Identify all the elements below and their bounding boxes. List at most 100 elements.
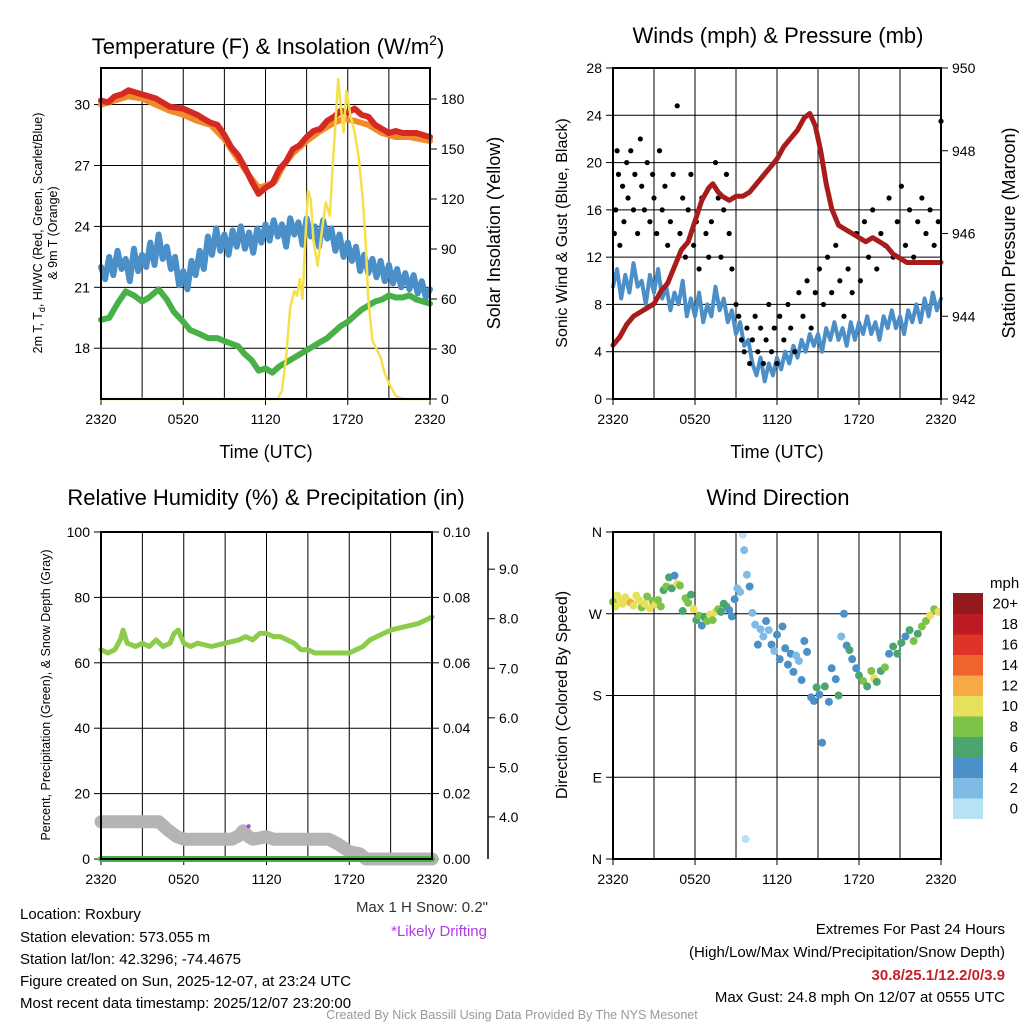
wind-direction-point [629, 601, 638, 610]
wind-direction-point [675, 581, 684, 590]
legend-swatch [953, 777, 983, 799]
temperature-y-tick-label: 24 [74, 218, 90, 234]
humidity-y-tick-label: 40 [74, 720, 90, 736]
gust-point [680, 195, 686, 201]
legend-label: 20+ [993, 595, 1019, 612]
wind-direction-point [852, 664, 861, 673]
wind-direction-point [897, 638, 906, 647]
gust-point [760, 360, 766, 367]
wind-direction-point [820, 682, 829, 691]
location-text: Location: Roxbury [20, 906, 141, 923]
temperature-title-end: ) [437, 34, 444, 59]
gust-point [696, 266, 702, 272]
snow-depth-y-tick-label: 7.0 [499, 660, 519, 676]
elevation-text: Station elevation: 573.055 m [20, 929, 210, 946]
temperature-y-tick-label: 21 [74, 279, 90, 295]
wind-speed-y-tick-label: 28 [586, 60, 602, 76]
temperature-y-label-start: 2m T, T [31, 312, 45, 354]
gust-point [768, 349, 775, 355]
temperature-y-tick-label: 30 [74, 97, 90, 113]
pressure-y-tick-label: 942 [952, 391, 976, 407]
gust-point [613, 207, 619, 213]
gust-point [781, 337, 787, 343]
gust-point [647, 219, 653, 225]
2m-t-line [98, 87, 433, 197]
gust-point [758, 325, 764, 331]
gust-point [723, 171, 730, 177]
gust-point [665, 242, 671, 248]
snow-depth-y-tick-label: 6.0 [499, 710, 519, 726]
wind-direction-point [794, 656, 803, 665]
temperature-panel-title: Temperature (F) & Insolation (W/m2) [92, 32, 445, 59]
gust-point [915, 219, 921, 225]
legend-label: 10 [1001, 698, 1018, 715]
gust-point [677, 230, 683, 237]
wind-direction-point [654, 596, 663, 605]
gust-point [614, 148, 620, 154]
latlon-text: Station lat/lon: 42.3296; -74.4675 [20, 951, 241, 968]
humidity-x-tick-label: 2320 [416, 871, 447, 887]
gust-point [688, 171, 694, 177]
wind-direction-point [741, 835, 750, 844]
legend-label: 12 [1001, 677, 1018, 694]
extremes-title: Extremes For Past 24 Hours [816, 921, 1005, 938]
wind-direction-point [789, 667, 798, 676]
temperature-y-tick-label: 18 [74, 340, 90, 356]
legend-label: 16 [1001, 636, 1018, 653]
wind-direction-point [901, 632, 910, 641]
gust-point [624, 159, 630, 166]
wind-direction-y-axis-label: Direction (Colored By Speed) [554, 591, 571, 799]
insolation-y-tick-label: 120 [441, 191, 465, 207]
humidity-y-tick-label: 60 [74, 655, 90, 671]
winds-x-tick-label: 2320 [597, 411, 628, 427]
wind-direction-point [656, 602, 665, 611]
gust-point [691, 242, 697, 248]
snow-depth-y-tick-label: 9.0 [499, 561, 519, 577]
wind-speed-y-tick-label: 16 [586, 202, 602, 218]
temperature-y-label-subscript: d [37, 307, 47, 312]
pressure-y-axis-label: Station Pressure (Maroon) [999, 127, 1019, 338]
legend-label: 18 [1001, 616, 1018, 633]
temperature-y-axis-label: 2m T, Td, HI/WC (Red, Green, Scarlet/Blu… [31, 113, 47, 354]
wind-direction-point [753, 640, 762, 649]
temperature-x-tick-label: 0520 [168, 411, 199, 427]
gust-point [857, 278, 863, 284]
gust-point [685, 207, 691, 213]
wind-direction-point [643, 592, 652, 601]
winds-x-tick-label: 1120 [762, 411, 792, 427]
humidity-x-tick-label: 0520 [168, 871, 199, 887]
precipitation-y-tick-label: 0.10 [443, 524, 470, 540]
gust-point [712, 159, 719, 166]
gust-point [808, 325, 814, 331]
gust-point [906, 207, 913, 213]
wind-direction-point [781, 644, 790, 653]
humidity-y-tick-label: 0 [82, 851, 90, 867]
legend-swatch [953, 634, 983, 655]
legend-swatch [953, 716, 983, 737]
recent-data-text: Most recent data timestamp: 2025/12/07 2… [20, 995, 351, 1012]
gust-point [630, 207, 637, 213]
insolation-y-tick-label: 150 [441, 141, 465, 157]
gust-point [898, 183, 904, 189]
gust-point [744, 325, 750, 331]
legend-label: 0 [1010, 800, 1018, 817]
speed-color-legend: 0 2 4 6 8 10 12 14 16 18 20+ [953, 593, 1018, 819]
legend-label: 2 [1010, 780, 1018, 797]
gust-point [749, 337, 756, 343]
gust-point [662, 183, 668, 189]
wind-direction-point [762, 617, 771, 626]
gust-point [706, 254, 712, 260]
gust-point [800, 313, 806, 319]
wind-direction-point [803, 647, 812, 656]
gust-point [804, 278, 810, 284]
winds-x-tick-label: 2320 [925, 411, 956, 427]
wind-direction-point [740, 546, 749, 555]
figure-created-text: Figure created on Sun, 2025-12-07, at 23… [20, 973, 351, 990]
wind-direction-point [756, 625, 765, 634]
insolation-y-tick-label: 90 [441, 241, 457, 257]
legend-swatch [953, 736, 983, 758]
gust-point [874, 266, 880, 272]
winds-x-tick-label: 1720 [843, 411, 874, 427]
gust-point [733, 301, 739, 308]
wind-speed-y-tick-label: 12 [586, 249, 602, 265]
